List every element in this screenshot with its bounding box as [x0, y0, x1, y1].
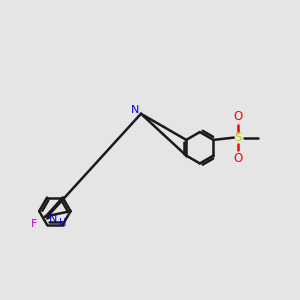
Text: N: N — [49, 214, 57, 224]
Text: O: O — [234, 110, 243, 123]
Text: S: S — [235, 131, 242, 144]
Text: H: H — [59, 218, 66, 228]
Text: O: O — [234, 152, 243, 165]
Text: F: F — [31, 219, 37, 229]
Text: N: N — [131, 105, 139, 115]
